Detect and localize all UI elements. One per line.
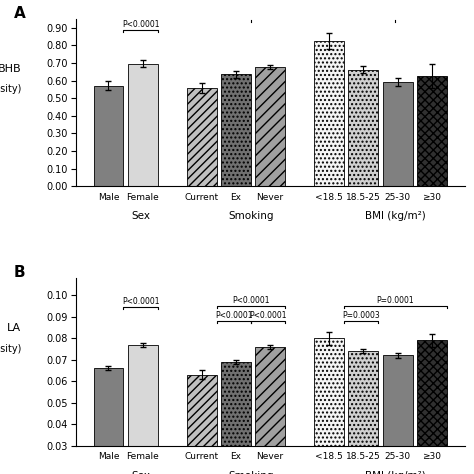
Bar (255, 67, 285, 186)
Text: B: B (14, 265, 25, 280)
Bar (93, 85, 123, 186)
Text: Smoking: Smoking (228, 471, 273, 474)
Bar (417, 340, 447, 474)
Text: BMI (kg/m²): BMI (kg/m²) (365, 211, 426, 221)
Text: Sex: Sex (131, 471, 150, 474)
Bar (221, 362, 251, 474)
Bar (187, 375, 217, 474)
Text: Smoking: Smoking (228, 211, 273, 221)
Text: A: A (14, 6, 26, 20)
Text: P=0.0003: P=0.0003 (342, 311, 380, 320)
Bar (187, 88, 217, 186)
Text: LA: LA (7, 323, 21, 333)
Text: (Intensity): (Intensity) (0, 344, 21, 354)
Bar (314, 338, 344, 474)
Bar (221, 74, 251, 186)
Bar (255, 347, 285, 474)
Text: (Intensity): (Intensity) (0, 84, 21, 94)
Bar (348, 351, 378, 474)
Text: Sex: Sex (131, 211, 150, 221)
Text: P<0.0001: P<0.0001 (215, 311, 253, 320)
Bar (383, 82, 412, 186)
Text: P<0.0001: P<0.0001 (122, 20, 159, 29)
Bar (348, 70, 378, 186)
Bar (128, 345, 158, 474)
Bar (383, 356, 412, 474)
Text: P<0.0001: P<0.0001 (122, 297, 159, 306)
Bar (93, 368, 123, 474)
Text: P<0.0001: P<0.0001 (249, 311, 287, 320)
Bar (314, 41, 344, 186)
Text: BHB: BHB (0, 64, 21, 74)
Text: BMI (kg/m²): BMI (kg/m²) (365, 471, 426, 474)
Bar (128, 64, 158, 186)
Text: P<0.0001: P<0.0001 (232, 296, 270, 305)
Bar (417, 76, 447, 186)
Text: P=0.0001: P=0.0001 (376, 296, 414, 305)
